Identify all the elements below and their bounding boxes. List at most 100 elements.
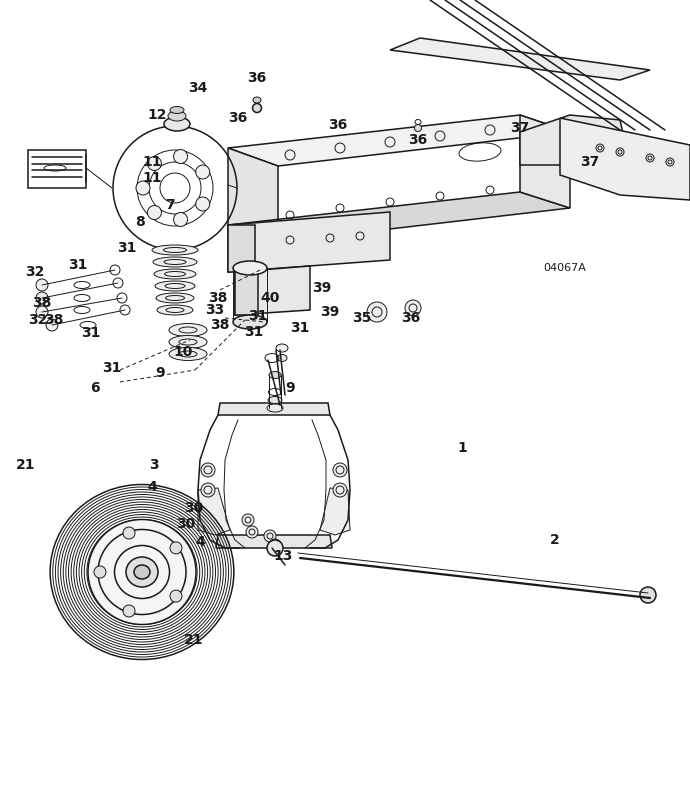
Text: 2: 2 bbox=[550, 533, 560, 547]
Text: 4: 4 bbox=[195, 535, 205, 549]
Polygon shape bbox=[320, 488, 350, 535]
Text: 40: 40 bbox=[260, 291, 279, 305]
Polygon shape bbox=[228, 115, 570, 166]
Text: 4: 4 bbox=[147, 480, 157, 494]
Text: 38: 38 bbox=[208, 291, 228, 305]
Polygon shape bbox=[520, 115, 630, 165]
Ellipse shape bbox=[169, 323, 207, 337]
Text: 37: 37 bbox=[511, 121, 530, 135]
Text: 31: 31 bbox=[290, 321, 310, 335]
Text: 36: 36 bbox=[228, 111, 248, 125]
Ellipse shape bbox=[152, 245, 198, 255]
Ellipse shape bbox=[415, 125, 422, 132]
Text: 35: 35 bbox=[353, 311, 372, 325]
Circle shape bbox=[148, 206, 161, 220]
Ellipse shape bbox=[88, 520, 196, 625]
Text: 12: 12 bbox=[147, 108, 167, 122]
Polygon shape bbox=[198, 488, 230, 535]
Circle shape bbox=[405, 300, 421, 316]
Text: 36: 36 bbox=[328, 118, 348, 132]
Ellipse shape bbox=[164, 117, 190, 131]
Circle shape bbox=[94, 566, 106, 578]
Text: 32: 32 bbox=[28, 313, 48, 327]
Circle shape bbox=[174, 149, 188, 163]
Text: 10: 10 bbox=[173, 345, 193, 359]
Polygon shape bbox=[560, 118, 690, 200]
Circle shape bbox=[170, 590, 182, 602]
Circle shape bbox=[174, 213, 188, 227]
Ellipse shape bbox=[276, 344, 288, 352]
Polygon shape bbox=[216, 535, 332, 548]
Polygon shape bbox=[218, 403, 330, 415]
Ellipse shape bbox=[155, 281, 195, 291]
Ellipse shape bbox=[134, 565, 150, 579]
Circle shape bbox=[367, 302, 387, 322]
Circle shape bbox=[267, 540, 283, 556]
Text: 9: 9 bbox=[155, 366, 165, 380]
Ellipse shape bbox=[253, 97, 261, 103]
Text: 36: 36 bbox=[408, 133, 428, 147]
Circle shape bbox=[36, 306, 48, 318]
Circle shape bbox=[196, 197, 210, 211]
Text: 21: 21 bbox=[17, 458, 36, 472]
Polygon shape bbox=[390, 38, 650, 80]
Ellipse shape bbox=[277, 355, 287, 362]
Ellipse shape bbox=[156, 293, 194, 303]
Polygon shape bbox=[228, 192, 570, 242]
Circle shape bbox=[201, 483, 215, 497]
Circle shape bbox=[333, 483, 347, 497]
Circle shape bbox=[196, 165, 210, 179]
Ellipse shape bbox=[253, 104, 262, 112]
Text: 1: 1 bbox=[457, 441, 467, 455]
Ellipse shape bbox=[126, 557, 158, 587]
Text: 6: 6 bbox=[90, 381, 100, 395]
Text: 31: 31 bbox=[117, 241, 137, 255]
Circle shape bbox=[46, 319, 58, 331]
Ellipse shape bbox=[267, 404, 283, 412]
Text: 31: 31 bbox=[244, 325, 264, 339]
Text: 36: 36 bbox=[248, 71, 266, 85]
Bar bbox=[28, 150, 86, 188]
Text: 3: 3 bbox=[149, 458, 159, 472]
Text: 31: 31 bbox=[102, 361, 121, 375]
Ellipse shape bbox=[233, 261, 267, 275]
Circle shape bbox=[36, 279, 48, 291]
Text: 39: 39 bbox=[313, 281, 332, 295]
Circle shape bbox=[333, 463, 347, 477]
Text: 21: 21 bbox=[184, 633, 204, 647]
Polygon shape bbox=[228, 148, 278, 242]
Text: 32: 32 bbox=[26, 265, 45, 279]
Circle shape bbox=[246, 526, 258, 538]
Ellipse shape bbox=[154, 269, 196, 279]
Ellipse shape bbox=[268, 396, 282, 403]
Text: 37: 37 bbox=[580, 155, 600, 169]
Ellipse shape bbox=[169, 348, 207, 360]
Circle shape bbox=[242, 514, 254, 526]
Text: 8: 8 bbox=[135, 215, 145, 229]
Text: 11: 11 bbox=[142, 155, 161, 169]
Text: 31: 31 bbox=[81, 326, 101, 340]
Circle shape bbox=[264, 530, 276, 542]
Ellipse shape bbox=[168, 111, 186, 121]
Text: 31: 31 bbox=[68, 258, 88, 272]
Polygon shape bbox=[235, 272, 258, 315]
Text: 30: 30 bbox=[184, 501, 204, 515]
Text: 38: 38 bbox=[210, 318, 230, 332]
Text: 33: 33 bbox=[206, 303, 225, 317]
Ellipse shape bbox=[153, 257, 197, 267]
Text: 04067A: 04067A bbox=[544, 263, 586, 273]
Circle shape bbox=[640, 587, 656, 603]
Circle shape bbox=[123, 527, 135, 539]
Ellipse shape bbox=[233, 315, 267, 329]
Polygon shape bbox=[235, 266, 310, 315]
Circle shape bbox=[123, 605, 135, 617]
Circle shape bbox=[170, 542, 182, 554]
Ellipse shape bbox=[169, 335, 207, 349]
Text: 7: 7 bbox=[165, 198, 175, 212]
Ellipse shape bbox=[157, 305, 193, 315]
Text: 11: 11 bbox=[142, 171, 161, 185]
Circle shape bbox=[201, 463, 215, 477]
Text: 36: 36 bbox=[402, 311, 421, 325]
Polygon shape bbox=[228, 225, 255, 272]
Text: 31: 31 bbox=[248, 309, 268, 323]
